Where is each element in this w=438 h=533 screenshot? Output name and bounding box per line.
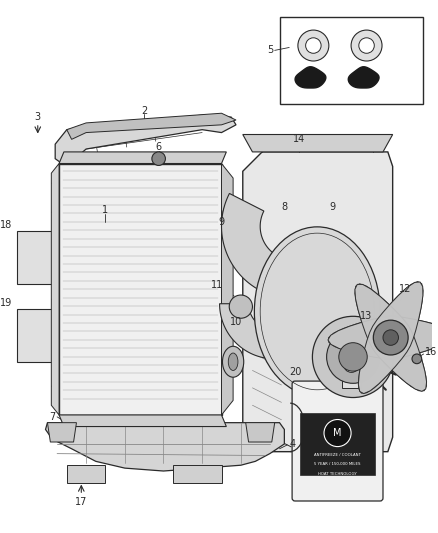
Bar <box>300 413 375 475</box>
Text: 4: 4 <box>289 439 295 449</box>
Circle shape <box>298 30 329 61</box>
Circle shape <box>312 316 394 398</box>
Polygon shape <box>219 304 271 358</box>
Circle shape <box>229 295 252 318</box>
Polygon shape <box>67 113 236 139</box>
Text: M: M <box>333 428 342 438</box>
Polygon shape <box>46 423 284 471</box>
Ellipse shape <box>254 227 380 396</box>
Polygon shape <box>55 115 236 164</box>
Text: 19: 19 <box>0 298 13 308</box>
Bar <box>279 17 423 103</box>
Circle shape <box>351 30 382 61</box>
Text: 20: 20 <box>289 367 301 377</box>
Polygon shape <box>328 317 438 359</box>
Text: 17: 17 <box>75 497 88 507</box>
Text: 18: 18 <box>0 221 13 230</box>
Polygon shape <box>355 284 427 391</box>
Polygon shape <box>355 285 427 391</box>
Polygon shape <box>173 465 222 482</box>
Text: ANTIFREEZE / COOLANT: ANTIFREEZE / COOLANT <box>314 453 361 457</box>
Polygon shape <box>243 152 392 451</box>
Polygon shape <box>47 423 77 442</box>
Polygon shape <box>358 282 423 393</box>
Text: 16: 16 <box>424 347 437 357</box>
Polygon shape <box>328 316 438 359</box>
Text: 5: 5 <box>268 45 274 55</box>
Text: HOAT TECHNOLOGY: HOAT TECHNOLOGY <box>318 472 357 476</box>
Bar <box>17 309 55 362</box>
Text: 6: 6 <box>155 142 162 152</box>
Circle shape <box>152 152 166 165</box>
Text: 11: 11 <box>211 280 223 290</box>
Text: 1: 1 <box>102 205 109 215</box>
Text: 2: 2 <box>141 106 147 116</box>
Circle shape <box>359 38 374 53</box>
Text: 5 YEAR / 150,000 MILES: 5 YEAR / 150,000 MILES <box>314 463 361 466</box>
Polygon shape <box>222 193 283 295</box>
Text: 8: 8 <box>281 202 287 212</box>
Text: 10: 10 <box>230 317 242 327</box>
Polygon shape <box>359 281 423 393</box>
Text: 12: 12 <box>399 284 411 294</box>
Ellipse shape <box>228 353 238 370</box>
Text: 13: 13 <box>360 311 373 321</box>
Bar <box>17 231 55 285</box>
Circle shape <box>327 330 379 383</box>
FancyBboxPatch shape <box>292 381 383 501</box>
Polygon shape <box>295 67 326 88</box>
Text: 3: 3 <box>35 112 41 122</box>
Text: 9: 9 <box>330 202 336 212</box>
Polygon shape <box>246 423 275 442</box>
Ellipse shape <box>223 201 244 232</box>
Ellipse shape <box>223 346 244 377</box>
Polygon shape <box>59 152 226 164</box>
Polygon shape <box>51 164 59 415</box>
Polygon shape <box>348 67 379 88</box>
Bar <box>342 367 361 388</box>
Text: 9: 9 <box>219 216 225 227</box>
Circle shape <box>344 357 359 373</box>
Circle shape <box>324 419 351 447</box>
Polygon shape <box>243 134 392 152</box>
Circle shape <box>339 343 367 371</box>
Ellipse shape <box>228 208 238 225</box>
Polygon shape <box>59 415 226 426</box>
Circle shape <box>306 38 321 53</box>
Polygon shape <box>222 164 233 415</box>
Text: 7: 7 <box>49 412 55 422</box>
Circle shape <box>412 354 422 364</box>
Polygon shape <box>67 465 106 482</box>
Text: 14: 14 <box>293 134 305 144</box>
Circle shape <box>373 320 408 355</box>
Bar <box>59 164 222 415</box>
Circle shape <box>383 330 399 345</box>
